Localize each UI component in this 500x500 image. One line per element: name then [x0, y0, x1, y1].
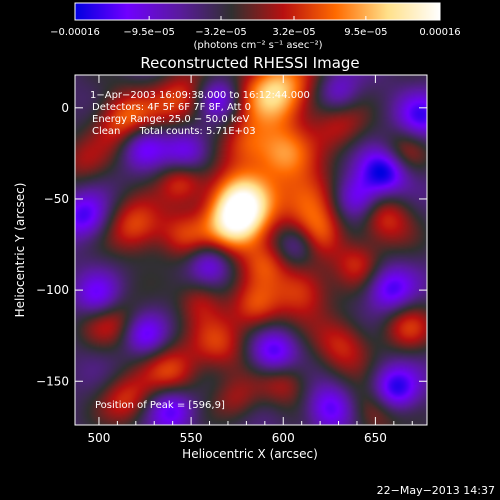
colorbar-tick-label: 3.2e−05: [272, 27, 315, 38]
x-tick-label: 550: [180, 431, 203, 445]
y-tick-label: −150: [36, 374, 69, 388]
x-tick-label: 650: [364, 431, 387, 445]
colorbar-tick-label: 0.00016: [419, 27, 460, 38]
x-tick-label: 500: [88, 431, 111, 445]
x-axis-label: Heliocentric X (arcsec): [182, 447, 318, 461]
y-tick-label: −100: [36, 283, 69, 297]
colorbar-tick-label: 9.5e−05: [344, 27, 387, 38]
x-tick-label: 600: [272, 431, 295, 445]
footer-date: 22−May−2013 14:37: [377, 484, 495, 497]
chart-title: Reconstructed RHESSI Image: [140, 54, 359, 72]
annotation-clean: Clean Total counts: 5.71E+03: [92, 126, 256, 137]
annotation-block: 1−Apr−2003 16:09:38.000 to 16:12:44.000 …: [90, 90, 310, 137]
x-axis-ticks: 500 550 600 650: [88, 75, 413, 445]
colorbar-ticks: −0.00016 −9.5e−05 −3.2e−05 3.2e−05 9.5e−05 0.…: [50, 16, 461, 38]
colorbar: −0.00016 −9.5e−05 −3.2e−05 3.2e−05 9.5e−05 0.…: [50, 2, 461, 51]
annotation-time: 1−Apr−2003 16:09:38.000 to 16:12:44.000: [90, 90, 310, 101]
colorbar-tick-label: −3.2e−05: [195, 27, 247, 38]
y-axis-ticks: 0 −50 −100 −150: [36, 101, 427, 388]
heatmap-image: [75, 75, 427, 425]
colorbar-units: (photons cm⁻² s⁻¹ asec⁻²): [193, 40, 322, 51]
y-axis-label: Heliocentric Y (arcsec): [13, 183, 27, 318]
annotation-detectors: Detectors: 4F 5F 6F 7F 8F, Att 0: [92, 102, 251, 113]
colorbar-tick-label: −0.00016: [50, 27, 100, 38]
plot-frame: [74, 74, 428, 426]
y-tick-label: 0: [61, 101, 69, 115]
peak-position-label: Position of Peak = [596,9]: [95, 400, 225, 411]
colorbar-tick-label: −9.5e−05: [123, 27, 175, 38]
colorbar-gradient: [74, 2, 441, 21]
y-tick-label: −50: [44, 192, 69, 206]
annotation-energy: Energy Range: 25.0 − 50.0 keV: [92, 114, 249, 125]
